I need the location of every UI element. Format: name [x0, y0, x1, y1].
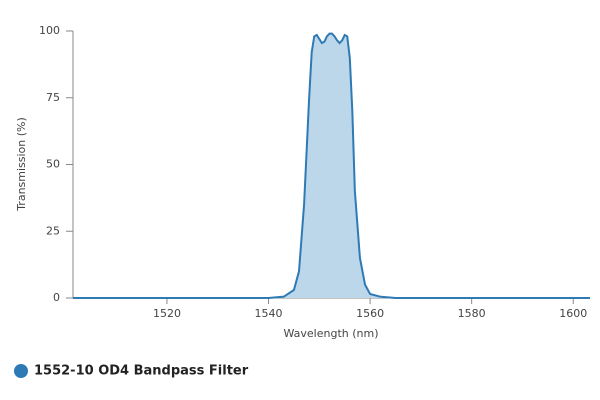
y-tick-label: 50: [46, 158, 60, 171]
x-tick-label: 1600: [559, 307, 587, 320]
y-tick-label: 75: [46, 91, 60, 104]
y-tick-label: 0: [53, 291, 60, 304]
y-tick-label: 100: [39, 24, 60, 37]
x-axis-title: Wavelength (nm): [283, 327, 378, 340]
legend-marker: [14, 364, 28, 378]
legend-text: 1552-10 OD4 Bandpass Filter: [34, 364, 249, 379]
line: [73, 32, 590, 299]
x-tick-label: 1560: [356, 307, 384, 320]
area: [73, 33, 590, 299]
y-tick-label: 25: [46, 224, 60, 237]
x-tick-label: 1580: [458, 307, 486, 320]
y-axis-title: Transmission (%): [15, 117, 28, 212]
x-tick-label: 1540: [255, 307, 283, 320]
x-tick-label: 1520: [153, 307, 181, 320]
